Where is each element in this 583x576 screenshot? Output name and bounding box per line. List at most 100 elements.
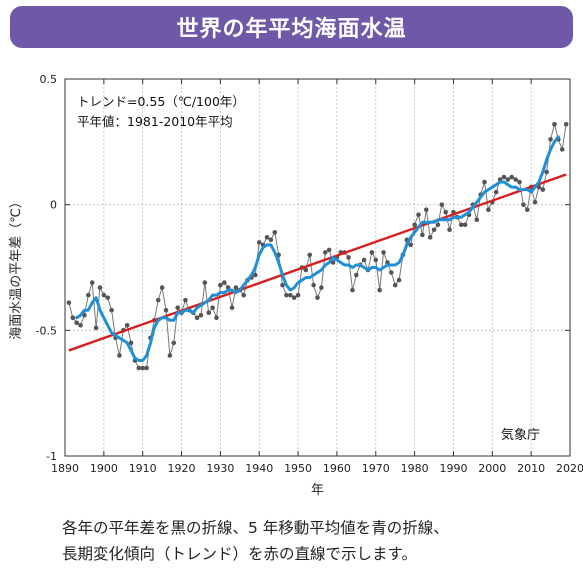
annual-point bbox=[447, 227, 452, 233]
annual-point bbox=[482, 179, 487, 185]
annual-point bbox=[214, 315, 219, 321]
annual-point bbox=[233, 285, 239, 290]
annual-point bbox=[354, 272, 359, 278]
caption: 各年の平年差を黒の折線、5 年移動平均値を青の折線、 長期変化傾向（トレンド）を… bbox=[62, 515, 562, 567]
annual-point bbox=[311, 282, 316, 288]
annual-point bbox=[89, 280, 95, 285]
annual-point bbox=[435, 222, 441, 228]
annual-point bbox=[513, 177, 518, 182]
x-tick-label: 2010 bbox=[517, 462, 545, 475]
chart: 1890 1900 1910 1920 1930 1940 1950 1960 1970 1980… bbox=[9, 73, 583, 498]
annual-point bbox=[155, 297, 161, 303]
annual-point bbox=[183, 297, 188, 303]
x-axis-label: 年 bbox=[311, 483, 324, 498]
y-tick-label: 0.5 bbox=[40, 73, 58, 86]
annual-point bbox=[563, 121, 569, 127]
series-moving-avg-line bbox=[75, 135, 560, 362]
annual-point bbox=[486, 207, 491, 212]
annual-point bbox=[288, 292, 293, 298]
x-tick-label: 1890 bbox=[51, 462, 79, 475]
annual-point bbox=[381, 250, 386, 255]
annual-point bbox=[210, 305, 215, 311]
x-tick-label: 1980 bbox=[401, 462, 429, 475]
annual-point bbox=[303, 267, 309, 273]
annual-point bbox=[326, 247, 332, 253]
annual-point bbox=[136, 365, 142, 371]
annual-point bbox=[124, 323, 130, 328]
annual-point bbox=[544, 169, 549, 175]
annual-point bbox=[221, 280, 227, 285]
y-tick-label: -1 bbox=[46, 450, 57, 463]
annual-point bbox=[412, 222, 417, 228]
annual-point bbox=[540, 187, 546, 192]
axes: 1890 1900 1910 1920 1930 1940 1950 1960 1970 1980… bbox=[36, 73, 583, 475]
y-axis-label: 海面水温の平年差（℃） bbox=[9, 195, 24, 340]
annual-point bbox=[509, 174, 515, 180]
annual-point bbox=[206, 310, 212, 316]
x-tick-label: 1920 bbox=[168, 462, 196, 475]
x-tick-label: 2020 bbox=[556, 462, 583, 475]
annual-point bbox=[408, 242, 414, 248]
annual-point bbox=[97, 285, 103, 290]
annual-point bbox=[416, 212, 421, 218]
grid bbox=[65, 79, 570, 456]
x-tick-label: 1910 bbox=[129, 462, 157, 475]
annual-point bbox=[319, 285, 324, 290]
annual-point bbox=[86, 292, 91, 298]
annual-point bbox=[268, 237, 274, 243]
title-banner: 世界の年平均海面水温 bbox=[10, 6, 573, 48]
annual-point bbox=[272, 230, 278, 235]
annual-point bbox=[159, 285, 165, 290]
annual-point bbox=[280, 282, 285, 288]
annotation-trend: トレンド=0.55（℃/100年） bbox=[77, 94, 245, 109]
annual-point bbox=[264, 235, 270, 240]
annual-point bbox=[128, 340, 134, 346]
annual-point bbox=[109, 307, 114, 313]
annual-point bbox=[493, 189, 499, 195]
annual-point bbox=[284, 292, 289, 298]
annual-point bbox=[458, 222, 464, 228]
annual-point bbox=[105, 295, 111, 300]
x-tick-label: 1990 bbox=[439, 462, 467, 475]
annual-point bbox=[198, 312, 204, 318]
annual-point bbox=[307, 252, 313, 258]
annual-point bbox=[443, 209, 448, 215]
annual-point bbox=[474, 217, 480, 223]
annual-point bbox=[74, 320, 79, 326]
annual-point bbox=[315, 295, 320, 300]
series-trend-line bbox=[68, 173, 567, 352]
annual-point bbox=[256, 240, 262, 245]
chart-title: 世界の年平均海面水温 bbox=[176, 17, 407, 42]
annual-point bbox=[117, 353, 122, 358]
annual-point bbox=[396, 277, 402, 283]
annual-point bbox=[431, 227, 437, 233]
annual-point bbox=[517, 179, 522, 185]
annual-point bbox=[175, 305, 180, 311]
x-tick-label: 1900 bbox=[90, 462, 118, 475]
x-tick-label: 1970 bbox=[362, 462, 390, 475]
annual-point bbox=[78, 323, 83, 328]
annual-point bbox=[532, 199, 538, 205]
annual-point bbox=[505, 177, 511, 182]
annual-point bbox=[291, 295, 297, 300]
annual-point bbox=[521, 202, 526, 207]
annual-point bbox=[171, 340, 177, 346]
x-tick-label: 1960 bbox=[323, 462, 351, 475]
plot-frame bbox=[64, 78, 571, 457]
annual-point bbox=[439, 202, 445, 207]
annual-point bbox=[373, 257, 379, 263]
annual-point bbox=[389, 270, 394, 275]
annual-point bbox=[101, 292, 107, 298]
annual-point bbox=[140, 365, 145, 371]
annual-point bbox=[322, 250, 328, 255]
annual-point bbox=[241, 292, 246, 298]
annual-point bbox=[462, 222, 468, 228]
annual-point bbox=[501, 174, 507, 180]
annual-point bbox=[66, 300, 72, 305]
x-tick-label: 1950 bbox=[284, 462, 312, 475]
annual-point bbox=[167, 353, 173, 358]
y-tick-label: 0 bbox=[50, 199, 57, 212]
series-annual-line bbox=[68, 124, 567, 369]
x-tick-label: 2000 bbox=[478, 462, 506, 475]
annual-point bbox=[548, 137, 553, 142]
